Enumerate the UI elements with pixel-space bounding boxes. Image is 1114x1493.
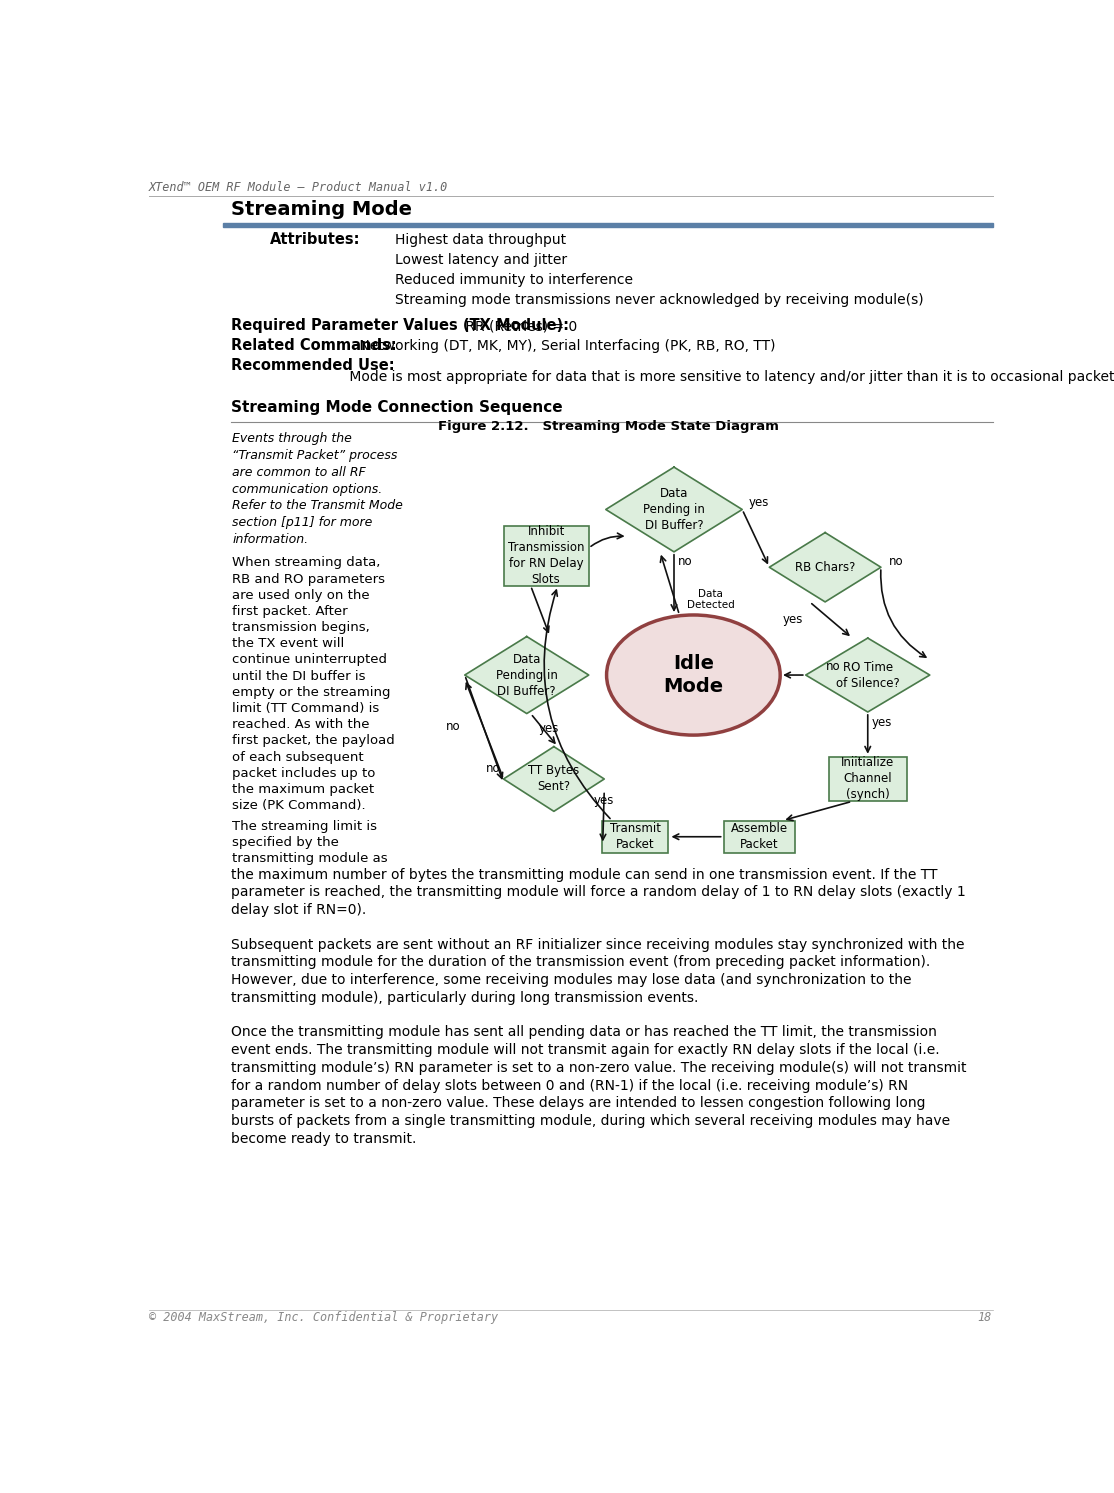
Text: Data
Pending in
DI Buffer?: Data Pending in DI Buffer? (496, 652, 558, 697)
Text: However, due to interference, some receiving modules may lose data (and synchron: However, due to interference, some recei… (231, 973, 911, 987)
Text: Data
Pending in
DI Buffer?: Data Pending in DI Buffer? (643, 487, 705, 532)
Text: no: no (446, 720, 460, 733)
Text: Reduced immunity to interference: Reduced immunity to interference (395, 273, 633, 287)
Text: continue uninterrupted: continue uninterrupted (232, 654, 388, 666)
Text: Transmit
Packet: Transmit Packet (609, 823, 661, 851)
Text: RO Time
of Silence?: RO Time of Silence? (836, 660, 900, 690)
Text: limit (TT Command) is: limit (TT Command) is (232, 702, 380, 715)
Text: RB and RO parameters: RB and RO parameters (232, 573, 385, 585)
Ellipse shape (607, 615, 780, 735)
Text: Streaming mode transmissions never acknowledged by receiving module(s): Streaming mode transmissions never ackno… (395, 293, 924, 308)
Text: Streaming Mode Connection Sequence: Streaming Mode Connection Sequence (231, 400, 563, 415)
Text: Subsequent packets are sent without an RF initializer since receiving modules st: Subsequent packets are sent without an R… (231, 938, 965, 951)
Text: TT Bytes
Sent?: TT Bytes Sent? (528, 764, 579, 793)
Text: no: no (677, 555, 692, 569)
Text: The streaming limit is: The streaming limit is (232, 820, 378, 833)
Text: © 2004 MaxStream, Inc. Confidential & Proprietary: © 2004 MaxStream, Inc. Confidential & Pr… (148, 1311, 498, 1324)
FancyBboxPatch shape (829, 757, 907, 802)
Text: Figure 2.12.   Streaming Mode State Diagram: Figure 2.12. Streaming Mode State Diagra… (438, 420, 779, 433)
Text: Attributes:: Attributes: (270, 231, 360, 246)
Text: Refer to the Transmit Mode: Refer to the Transmit Mode (232, 500, 403, 512)
FancyBboxPatch shape (724, 821, 795, 853)
Text: “Transmit Packet” process: “Transmit Packet” process (232, 449, 398, 461)
Text: Inhibit
Transmission
for RN Delay
Slots: Inhibit Transmission for RN Delay Slots (508, 526, 585, 587)
Text: delay slot if RN=0).: delay slot if RN=0). (231, 903, 367, 917)
Text: first packet. After: first packet. After (232, 605, 348, 618)
Text: of each subsequent: of each subsequent (232, 751, 364, 763)
Text: XTend™ OEM RF Module – Product Manual v1.0: XTend™ OEM RF Module – Product Manual v1… (148, 182, 448, 194)
Text: section [p11] for more: section [p11] for more (232, 517, 372, 530)
Text: transmitting module’s) RN parameter is set to a non-zero value. The receiving mo: transmitting module’s) RN parameter is s… (231, 1062, 966, 1075)
FancyBboxPatch shape (504, 526, 589, 585)
Text: first packet, the payload: first packet, the payload (232, 735, 395, 748)
Text: for a random number of delay slots between 0 and (RN-1) if the local (i.e. recei: for a random number of delay slots betwe… (231, 1078, 908, 1093)
Text: Events through the: Events through the (232, 431, 352, 445)
Text: become ready to transmit.: become ready to transmit. (231, 1132, 416, 1145)
Text: event ends. The transmitting module will not transmit again for exactly RN delay: event ends. The transmitting module will… (231, 1044, 939, 1057)
Text: empty or the streaming: empty or the streaming (232, 685, 391, 699)
Text: specified by the: specified by the (232, 836, 339, 850)
Text: Recommended Use:: Recommended Use: (231, 358, 394, 373)
Text: information.: information. (232, 533, 309, 546)
Text: Networking (DT, MK, MY), Serial Interfacing (PK, RB, RO, TT): Networking (DT, MK, MY), Serial Interfac… (354, 339, 775, 354)
Text: parameter is set to a non-zero value. These delays are intended to lessen conges: parameter is set to a non-zero value. Th… (231, 1096, 926, 1111)
Text: size (PK Command).: size (PK Command). (232, 799, 365, 812)
Text: Related Commands:: Related Commands: (231, 337, 397, 354)
Text: transmitting module as: transmitting module as (232, 853, 388, 864)
Text: Lowest latency and jitter: Lowest latency and jitter (395, 252, 567, 267)
Text: 18: 18 (977, 1311, 991, 1324)
Polygon shape (465, 636, 589, 714)
Text: the maximum packet: the maximum packet (232, 782, 374, 796)
Bar (223, 222, 994, 227)
Text: parameter is reached, the transmitting module will force a random delay of 1 to : parameter is reached, the transmitting m… (231, 885, 966, 899)
Text: no: no (825, 660, 840, 673)
Text: the TX event will: the TX event will (232, 638, 344, 651)
Text: transmitting module for the duration of the transmission event (from preceding p: transmitting module for the duration of … (231, 956, 930, 969)
Text: yes: yes (594, 794, 614, 808)
Text: Once the transmitting module has sent all pending data or has reached the TT lim: Once the transmitting module has sent al… (231, 1026, 937, 1039)
Text: RB Chars?: RB Chars? (795, 561, 856, 573)
Text: yes: yes (538, 723, 558, 736)
Text: transmission begins,: transmission begins, (232, 621, 370, 635)
Text: no: no (486, 761, 500, 775)
Text: yes: yes (871, 717, 892, 729)
Text: yes: yes (749, 496, 770, 509)
Text: Idle
Mode: Idle Mode (663, 654, 723, 696)
Text: RR (Retries) = 0: RR (Retries) = 0 (461, 320, 577, 333)
Text: Data
Detected: Data Detected (686, 588, 734, 611)
Text: no: no (889, 554, 903, 567)
Text: Assemble
Packet: Assemble Packet (731, 823, 788, 851)
Text: Streaming Mode: Streaming Mode (231, 200, 412, 219)
Text: Mode is most appropriate for data that is more sensitive to latency and/or jitte: Mode is most appropriate for data that i… (345, 370, 1114, 384)
FancyBboxPatch shape (603, 821, 668, 853)
Text: Iniitialize
Channel
(synch): Iniitialize Channel (synch) (841, 757, 895, 802)
Polygon shape (606, 467, 742, 552)
Text: bursts of packets from a single transmitting module, during which several receiv: bursts of packets from a single transmit… (231, 1114, 950, 1127)
Text: packet includes up to: packet includes up to (232, 767, 375, 779)
Polygon shape (504, 746, 604, 811)
Polygon shape (770, 533, 881, 602)
Polygon shape (805, 638, 930, 712)
Text: reached. As with the: reached. As with the (232, 718, 370, 732)
Text: are common to all RF: are common to all RF (232, 466, 367, 479)
Text: the maximum number of bytes the transmitting module can send in one transmission: the maximum number of bytes the transmit… (231, 867, 937, 881)
Text: communication options.: communication options. (232, 482, 382, 496)
Text: Required Parameter Values (TX Module):: Required Parameter Values (TX Module): (231, 318, 569, 333)
Text: yes: yes (782, 614, 803, 626)
Text: Highest data throughput: Highest data throughput (395, 233, 566, 246)
Text: When streaming data,: When streaming data, (232, 557, 381, 569)
Text: until the DI buffer is: until the DI buffer is (232, 670, 365, 682)
Text: are used only on the: are used only on the (232, 588, 370, 602)
Text: transmitting module), particularly during long transmission events.: transmitting module), particularly durin… (231, 991, 698, 1005)
